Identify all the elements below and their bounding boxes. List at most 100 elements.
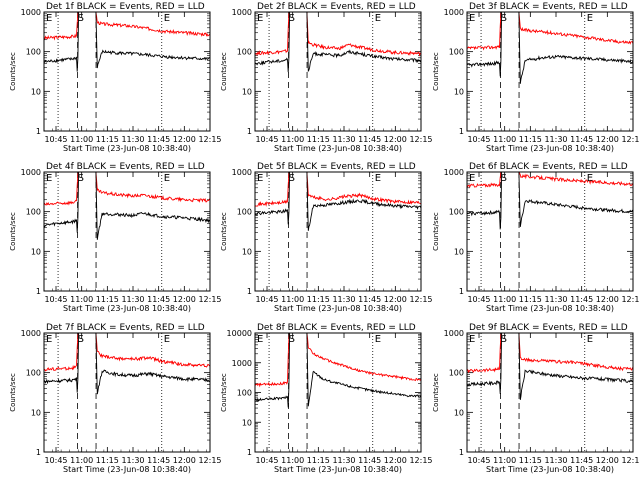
interval-marker: E: [469, 173, 475, 184]
x-tick-label: 11:30: [121, 456, 144, 465]
interval-marker: E: [587, 173, 593, 184]
detector-panel-6: Det 6f BLACK = Events, RED = LLD Counts/s…: [432, 162, 640, 313]
detector-panel-3: Det 3f BLACK = Events, RED = LLD Counts/s…: [432, 2, 640, 153]
x-tick-label: 12:00: [596, 456, 619, 465]
interval-marker: E: [46, 334, 52, 345]
x-tick-label: 11:00: [493, 295, 516, 304]
x-tick-label: 11:00: [281, 456, 304, 465]
x-tick-label: 11:45: [147, 456, 170, 465]
y-tick-label: 1: [247, 287, 252, 296]
interval-marker: S: [289, 173, 295, 184]
y-tick-label: 10000: [227, 329, 252, 338]
x-tick-label: 10:45: [44, 295, 67, 304]
interval-marker: S: [501, 13, 507, 24]
y-tick-label: 1000: [232, 8, 252, 17]
panel-title: Det 7f BLACK = Events, RED = LLD: [46, 323, 205, 333]
lld-series-line: [467, 333, 633, 374]
y-tick-label: 100: [449, 48, 464, 57]
x-tick-label: 11:00: [281, 295, 304, 304]
x-axis-label: Start Time (23-Jun-08 10:38:40): [274, 465, 402, 474]
plot-frame: [254, 171, 422, 292]
x-tick-label: 10:45: [44, 135, 67, 144]
y-tick-label: 100: [26, 369, 41, 378]
y-axis-label: Counts/sec: [432, 212, 440, 251]
x-axis-label: Start Time (23-Jun-08 10:38:40): [486, 304, 614, 313]
y-tick-label: 10: [454, 87, 464, 96]
y-tick-label: 10: [242, 418, 252, 427]
x-tick-label: 11:45: [570, 456, 593, 465]
x-tick-label: 11:45: [358, 456, 381, 465]
y-axis-label: Counts/sec: [432, 373, 440, 412]
y-tick-label: 1000: [444, 168, 464, 177]
x-tick-label: 10:45: [255, 295, 278, 304]
y-axis-ticks: 1 10 100 1000: [444, 329, 633, 457]
x-tick-label: 12:00: [384, 295, 407, 304]
interval-marker: E: [469, 13, 475, 24]
y-tick-label: 1: [36, 287, 41, 296]
x-tick-label: 11:45: [570, 295, 593, 304]
y-tick-label: 1: [247, 127, 252, 136]
x-tick-label: 11:00: [493, 135, 516, 144]
events-series-line: [255, 333, 421, 408]
plot-frame: [43, 11, 211, 132]
y-tick-label: 1000: [21, 168, 41, 177]
x-tick-label: 11:30: [121, 295, 144, 304]
x-tick-label: 11:45: [147, 135, 170, 144]
x-axis-label: Start Time (23-Jun-08 10:38:40): [486, 465, 614, 474]
x-tick-label: 11:00: [70, 456, 93, 465]
panel-title: Det 1f BLACK = Events, RED = LLD: [46, 2, 205, 12]
interval-marker: E: [469, 334, 475, 345]
detector-panel-5: Det 5f BLACK = Events, RED = LLD Counts/s…: [220, 162, 433, 313]
x-tick-label: 10:45: [255, 135, 278, 144]
panel-title: Det 5f BLACK = Events, RED = LLD: [257, 162, 416, 172]
y-tick-label: 1: [459, 127, 464, 136]
x-tick-label: 10:45: [467, 456, 490, 465]
events-series-line: [467, 12, 633, 84]
x-tick-label: 12:00: [173, 135, 196, 144]
interval-marker: S: [501, 334, 507, 345]
y-axis-label: Counts/sec: [9, 52, 17, 91]
y-tick-label: 100: [26, 48, 41, 57]
plot-frame: [43, 171, 211, 292]
x-tick-label: 12:15: [621, 456, 640, 465]
interval-marker: S: [501, 173, 507, 184]
x-tick-label: 12:15: [409, 456, 432, 465]
x-tick-label: 11:15: [96, 135, 119, 144]
x-tick-label: 12:00: [173, 295, 196, 304]
x-tick-label: 11:45: [358, 135, 381, 144]
events-series-line: [44, 172, 210, 240]
detector-panel-8: Det 8f BLACK = Events, RED = LLD Counts/s…: [220, 323, 433, 474]
lld-series-line: [44, 333, 210, 372]
y-tick-label: 1000: [232, 359, 252, 368]
panel-title: Det 4f BLACK = Events, RED = LLD: [46, 162, 205, 172]
y-tick-label: 1: [247, 448, 252, 457]
detector-panel-1: Det 1f BLACK = Events, RED = LLD Counts/s…: [9, 2, 222, 153]
plot-frame: [466, 11, 634, 132]
y-tick-label: 1000: [232, 168, 252, 177]
x-axis-label: Start Time (23-Jun-08 10:38:40): [63, 304, 191, 313]
x-tick-label: 12:00: [596, 295, 619, 304]
y-tick-label: 10: [242, 247, 252, 256]
x-tick-label: 10:45: [255, 456, 278, 465]
x-tick-label: 12:15: [621, 295, 640, 304]
interval-marker: E: [257, 334, 263, 345]
plot-frame: [466, 332, 634, 453]
y-axis-label: Counts/sec: [220, 52, 228, 91]
panel-title: Det 9f BLACK = Events, RED = LLD: [469, 323, 628, 333]
interval-marker: E: [375, 13, 381, 24]
x-tick-label: 11:00: [70, 295, 93, 304]
interval-marker: E: [257, 13, 263, 24]
lld-series-line: [255, 12, 421, 57]
y-tick-label: 100: [237, 48, 252, 57]
y-tick-label: 100: [237, 389, 252, 398]
x-tick-label: 11:30: [332, 295, 355, 304]
y-tick-label: 10: [242, 87, 252, 96]
